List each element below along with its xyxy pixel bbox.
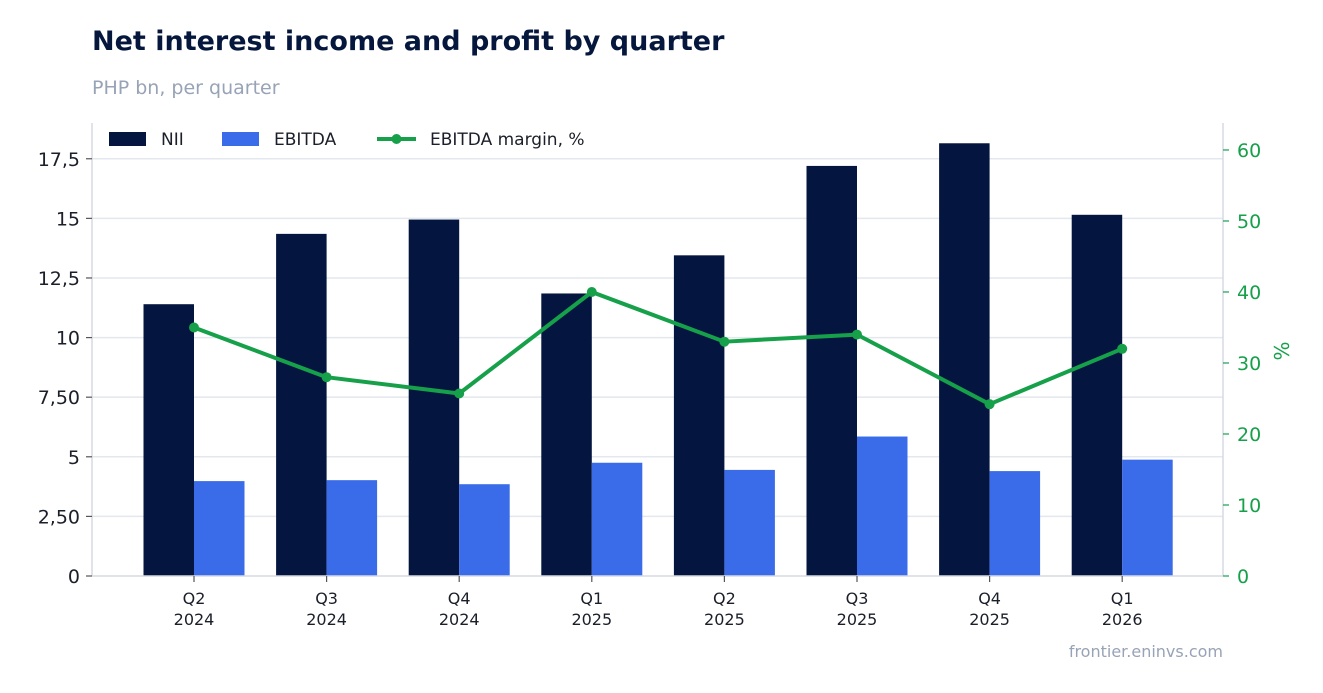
margin-point (586, 286, 597, 297)
margin-point (1117, 343, 1128, 354)
source-credit: frontier.eninvs.com (1068, 642, 1223, 661)
right-tick-label: 30 (1237, 353, 1261, 375)
chart-title: Net interest income and profit by quarte… (92, 26, 725, 57)
legend-swatch-ebitda (222, 132, 259, 146)
x-tick-label: Q3 (846, 589, 869, 608)
bar-ebitda (194, 481, 245, 576)
bar-nii (673, 255, 725, 577)
legend-label-margin: EBITDA margin, % (430, 130, 585, 150)
x-tick-label: 2025 (969, 610, 1010, 629)
bar-ebitda (591, 462, 643, 576)
legend-swatch-nii (109, 132, 146, 146)
right-tick-label: 20 (1237, 424, 1261, 446)
grid-lines (92, 158, 1223, 518)
legend: NII EBITDA EBITDA margin, % (109, 130, 585, 150)
right-tick-label: 40 (1237, 282, 1261, 304)
right-tick-label: 0 (1237, 566, 1249, 588)
x-tick-label: Q2 (183, 589, 206, 608)
margin-point (454, 388, 465, 399)
margin-point (189, 322, 199, 333)
chart-subtitle: PHP bn, per quarter (92, 77, 280, 99)
bar-nii (143, 304, 194, 576)
bar-nii (806, 165, 857, 577)
x-tick-label: Q3 (315, 589, 338, 608)
margin-point (719, 336, 730, 347)
bar-nii (276, 233, 327, 576)
left-tick-label: 0 (68, 566, 80, 588)
x-tick-label: Q4 (978, 589, 1001, 608)
bars (143, 143, 1173, 577)
margin-point (984, 399, 995, 410)
legend-label-nii: NII (161, 130, 184, 150)
bar-ebitda (989, 471, 1041, 576)
x-tick-label: 2024 (306, 610, 347, 629)
bar-ebitda (326, 480, 378, 576)
x-tick-label: 2026 (1102, 610, 1143, 629)
bar-ebitda (724, 469, 775, 576)
left-tick-label: 12,5 (38, 268, 80, 290)
left-tick-label: 5 (68, 447, 80, 469)
x-tick-label: 2025 (571, 610, 612, 629)
left-tick-label: 17,5 (38, 149, 80, 171)
margin-point (321, 372, 332, 383)
x-tick-label: 2024 (439, 610, 480, 629)
x-tick-label: 2024 (174, 610, 215, 629)
legend-marker-margin (391, 134, 402, 144)
margin-point (852, 329, 862, 340)
bar-nii (1071, 214, 1123, 576)
left-tick-label: 10 (56, 328, 80, 350)
bar-ebitda (857, 436, 908, 576)
axes: 0 2,50 5 7,50 10 12,5 15 17,5 0 10 20 30 40 50 60% Q2 20… (38, 123, 1294, 629)
x-tick-label: 2025 (704, 610, 745, 629)
x-tick-label: Q4 (448, 589, 471, 608)
right-tick-label: 60 (1237, 140, 1261, 162)
x-tick-label: Q1 (1111, 589, 1134, 608)
bar-ebitda (1122, 459, 1173, 576)
legend-label-ebitda: EBITDA (274, 130, 337, 150)
x-tick-label: Q2 (713, 589, 736, 608)
bar-nii (541, 293, 592, 576)
margin-series-line (193, 289, 1123, 407)
bar-nii (408, 219, 460, 576)
right-tick-label: 50 (1237, 211, 1261, 233)
x-tick-label: Q1 (580, 589, 603, 608)
left-tick-label: 2,50 (38, 506, 80, 528)
left-tick-label: 7,50 (38, 387, 80, 409)
bar-ebitda (459, 484, 510, 576)
margin-line (189, 286, 1128, 410)
bar-nii (939, 143, 990, 576)
right-axis-label: % (1270, 341, 1294, 360)
left-tick-label: 15 (56, 208, 80, 230)
right-tick-label: 10 (1237, 495, 1261, 517)
x-tick-label: 2025 (837, 610, 878, 629)
